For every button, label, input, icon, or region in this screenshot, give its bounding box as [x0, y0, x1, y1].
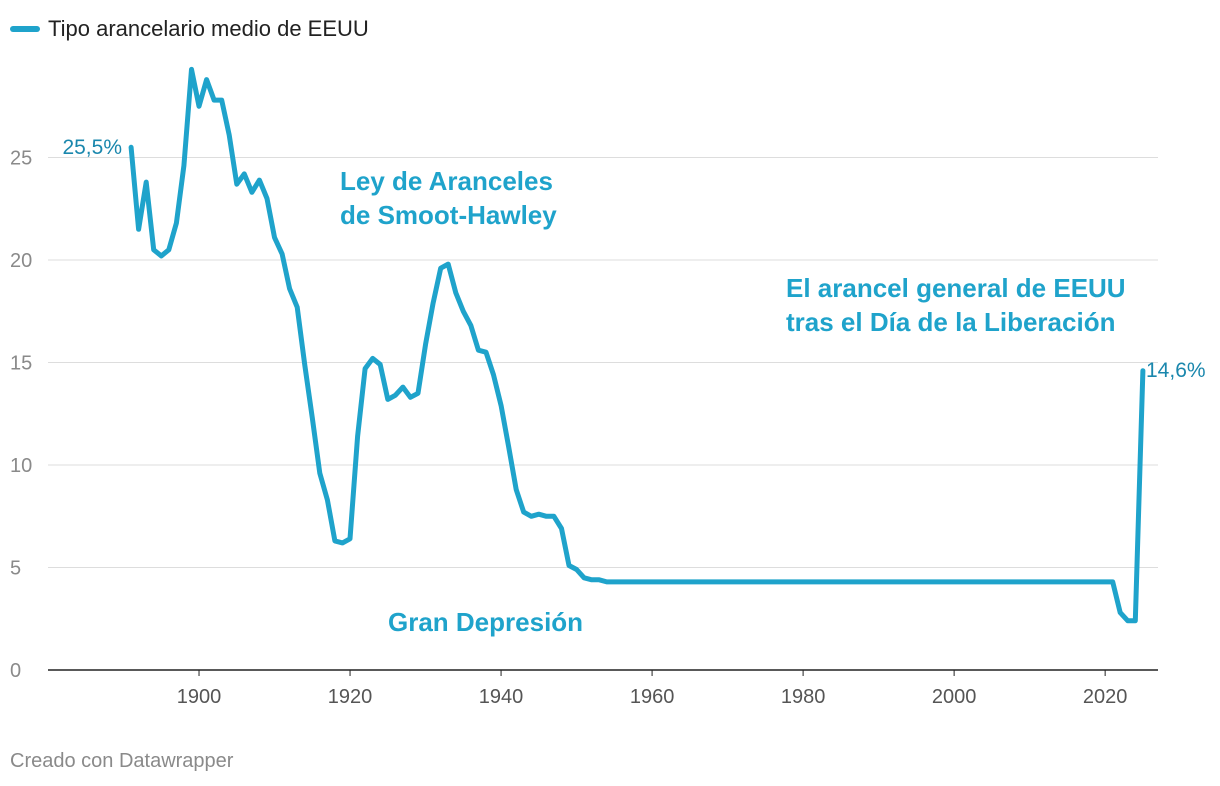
annotation-smoot-hawley-line-1: Ley de Aranceles: [340, 166, 553, 196]
annotation-liberation-day: El arancel general de EEUU tras el Día d…: [786, 273, 1133, 337]
x-tick-label: 1900: [177, 686, 222, 708]
legend: Tipo arancelario medio de EEUU: [10, 16, 369, 42]
x-tick-label: 1980: [781, 686, 826, 708]
x-tick-label: 1920: [328, 686, 373, 708]
x-tick-label: 2000: [932, 686, 977, 708]
x-tick-label: 1960: [630, 686, 675, 708]
y-tick-label: 5: [10, 558, 21, 580]
x-axis-ticks: 1900 1920 1940 1960 1980 2000 2020: [177, 670, 1128, 708]
x-tick-label: 1940: [479, 686, 524, 708]
legend-label: Tipo arancelario medio de EEUU: [48, 16, 369, 41]
y-tick-label: 20: [10, 250, 32, 272]
y-tick-label: 10: [10, 455, 32, 477]
y-tick-label: 25: [10, 148, 32, 170]
footer-credit: Creado con Datawrapper: [10, 750, 234, 772]
y-tick-label: 15: [10, 353, 32, 375]
annotation-liberation-day-line-2: tras el Día de la Liberación: [786, 307, 1115, 337]
gridlines: [48, 157, 1158, 568]
legend-swatch: [10, 26, 40, 32]
series-line-tariff: [128, 66, 1146, 624]
annotation-great-depression-line-1: Gran Depresión: [388, 607, 583, 637]
y-axis-ticks: 0 5 10 15 20 25: [10, 148, 32, 683]
end-value-label: 14,6%: [1146, 359, 1206, 382]
x-tick-label: 2020: [1083, 686, 1128, 708]
y-tick-label: 0: [10, 660, 21, 682]
annotation-smoot-hawley-line-2: de Smoot-Hawley: [340, 200, 557, 230]
annotation-great-depression: Gran Depresión: [388, 607, 583, 637]
annotation-smoot-hawley: Ley de Aranceles de Smoot-Hawley: [340, 166, 560, 230]
start-value-label: 25,5%: [62, 136, 122, 159]
annotation-liberation-day-line-1: El arancel general de EEUU: [786, 273, 1126, 303]
